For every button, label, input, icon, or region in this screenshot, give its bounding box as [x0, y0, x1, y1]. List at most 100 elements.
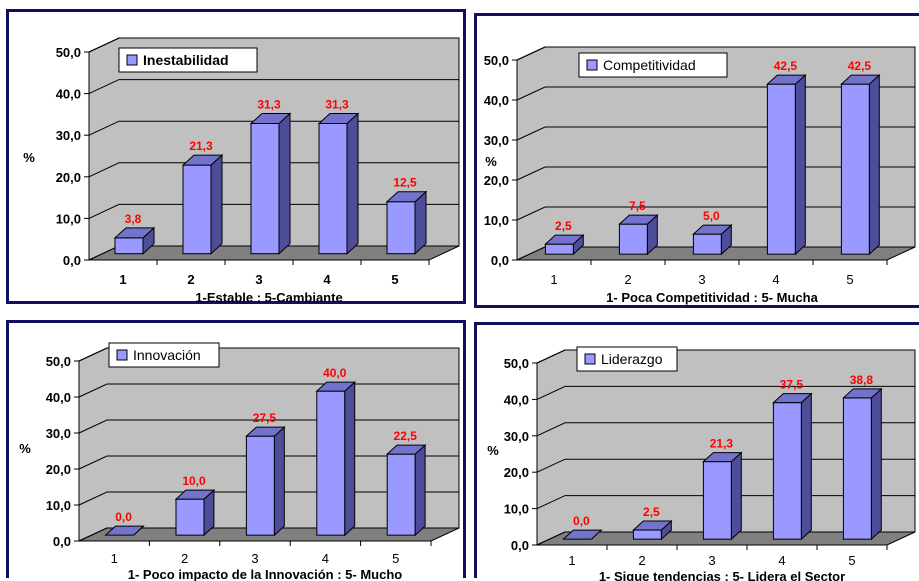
- y-tick-label: 10,0: [504, 502, 529, 517]
- bar-side: [414, 444, 426, 537]
- bar-3: 31,3: [249, 97, 292, 255]
- bar-front: [702, 461, 732, 540]
- value-label: 7,5: [629, 199, 646, 213]
- bar-3: 5,0: [692, 209, 733, 256]
- bar-front: [386, 201, 416, 255]
- bar-5: 12,5: [385, 176, 428, 255]
- y-tick-label: 0,0: [511, 538, 529, 553]
- bar-top: [766, 74, 807, 85]
- value-label: 42,5: [774, 59, 798, 73]
- y-tick-label: 10,0: [56, 211, 81, 226]
- y-tick-label: 50,0: [56, 45, 81, 60]
- x-axis-title: 1- Poca Competitividad : 5- Mucha: [606, 290, 818, 305]
- gridline: [536, 349, 915, 364]
- bar-front: [842, 397, 872, 540]
- y-axis-title: %: [23, 150, 35, 165]
- bar-4: 37,5: [772, 378, 813, 541]
- bar-side: [868, 74, 880, 256]
- y-tick-label: 0,0: [63, 253, 81, 268]
- category-label: 5: [848, 553, 855, 568]
- category-label: 1: [568, 553, 575, 568]
- bar-top: [385, 444, 427, 455]
- category-label: 2: [181, 551, 188, 566]
- category-label: 5: [392, 551, 399, 566]
- y-tick-label: 30,0: [484, 133, 509, 148]
- gridline: [88, 37, 459, 53]
- value-label: 27,5: [253, 411, 277, 425]
- value-label: 0,0: [573, 514, 590, 528]
- legend-label: Innovación: [133, 347, 201, 363]
- legend-swatch: [584, 353, 596, 365]
- y-tick-label: 20,0: [56, 170, 81, 185]
- bar-side: [414, 190, 427, 255]
- y-tick-label: 40,0: [46, 390, 71, 405]
- value-label: 31,3: [257, 97, 281, 111]
- bar-top: [544, 234, 585, 245]
- chart-panel-liderazgo: 0,0 10,0 20,0 30,0 40,0 50,0 0,0 1 2,5 2 21,3 3 37,5…: [474, 322, 919, 581]
- bar-5: 22,5: [385, 429, 427, 537]
- category-label: 3: [708, 553, 715, 568]
- bar-top: [632, 520, 673, 531]
- legend: Competitividad: [578, 52, 728, 78]
- legend-box: [578, 52, 728, 78]
- bar-top: [772, 393, 813, 404]
- y-tick-label: 30,0: [504, 429, 529, 444]
- y-tick-label: 50,0: [46, 354, 71, 369]
- y-tick-label: 50,0: [484, 53, 509, 68]
- bar-front: [840, 83, 870, 255]
- y-tick-label: 50,0: [504, 356, 529, 371]
- x-axis-title: 1- Sigue tendencias : 5- Lidera el Secto…: [599, 569, 845, 581]
- bar-1: 0,0: [562, 514, 603, 540]
- gridline: [88, 79, 459, 95]
- category-label: 4: [322, 551, 329, 566]
- bar-front: [692, 233, 722, 255]
- category-label: 4: [778, 553, 785, 568]
- bar-top: [174, 489, 216, 500]
- category-label: 5: [846, 272, 853, 287]
- value-label: 12,5: [393, 176, 417, 190]
- bar-front: [175, 498, 205, 536]
- value-label: 31,3: [325, 97, 349, 111]
- bar-top: [618, 214, 659, 225]
- chart-panel-inestabilidad: 0,0 10,0 20,0 30,0 40,0 50,0 3,8 1 21,3 2 31,3 3 31,…: [6, 9, 466, 305]
- y-tick-label: 40,0: [56, 87, 81, 102]
- y-tick-label: 20,0: [504, 465, 529, 480]
- legend: Inestabilidad: [118, 47, 258, 73]
- chart-inestabilidad: 0,0 10,0 20,0 30,0 40,0 50,0 3,8 1 21,3 2 31,3 3 31,…: [23, 37, 460, 305]
- value-label: 10,0: [182, 474, 206, 488]
- value-label: 22,5: [394, 429, 418, 443]
- category-label: 2: [624, 272, 631, 287]
- category-label: 4: [772, 272, 779, 287]
- value-label: 3,8: [125, 212, 142, 226]
- y-tick-label: 10,0: [484, 213, 509, 228]
- category-label: 1: [111, 551, 118, 566]
- bar-top: [702, 452, 743, 463]
- plot-area: 0,0 10,0 20,0 30,0 40,0 50,0: [484, 46, 916, 268]
- category-label: 1: [550, 272, 557, 287]
- category-label: 3: [255, 272, 262, 287]
- bar-top: [842, 388, 883, 399]
- bar-2: 21,3: [181, 139, 224, 255]
- bar-4: 31,3: [317, 97, 360, 255]
- category-label: 2: [638, 553, 645, 568]
- y-tick-label: 30,0: [46, 426, 71, 441]
- bar-front: [386, 453, 416, 536]
- bar-side: [344, 381, 356, 537]
- y-tick-label: 0,0: [53, 534, 71, 549]
- y-tick-label: 20,0: [484, 173, 509, 188]
- plot-area: 0,0 10,0 20,0 30,0 40,0 50,0: [504, 349, 916, 553]
- gridline: [78, 347, 459, 362]
- bar-front: [618, 223, 648, 255]
- bar-side: [870, 387, 882, 541]
- bar-front: [316, 390, 346, 536]
- bar-top: [245, 426, 286, 437]
- category-label: 2: [187, 272, 194, 287]
- bar-side: [278, 112, 291, 255]
- x-axis-title: 1- Poco impacto de la Innovación : 5- Mu…: [128, 567, 403, 581]
- bar-front: [318, 122, 348, 255]
- bar-4: 40,0: [315, 366, 356, 537]
- value-label: 2,5: [555, 219, 572, 233]
- y-tick-label: 30,0: [56, 128, 81, 143]
- bar-side: [730, 451, 742, 541]
- bar-5: 42,5: [840, 59, 881, 256]
